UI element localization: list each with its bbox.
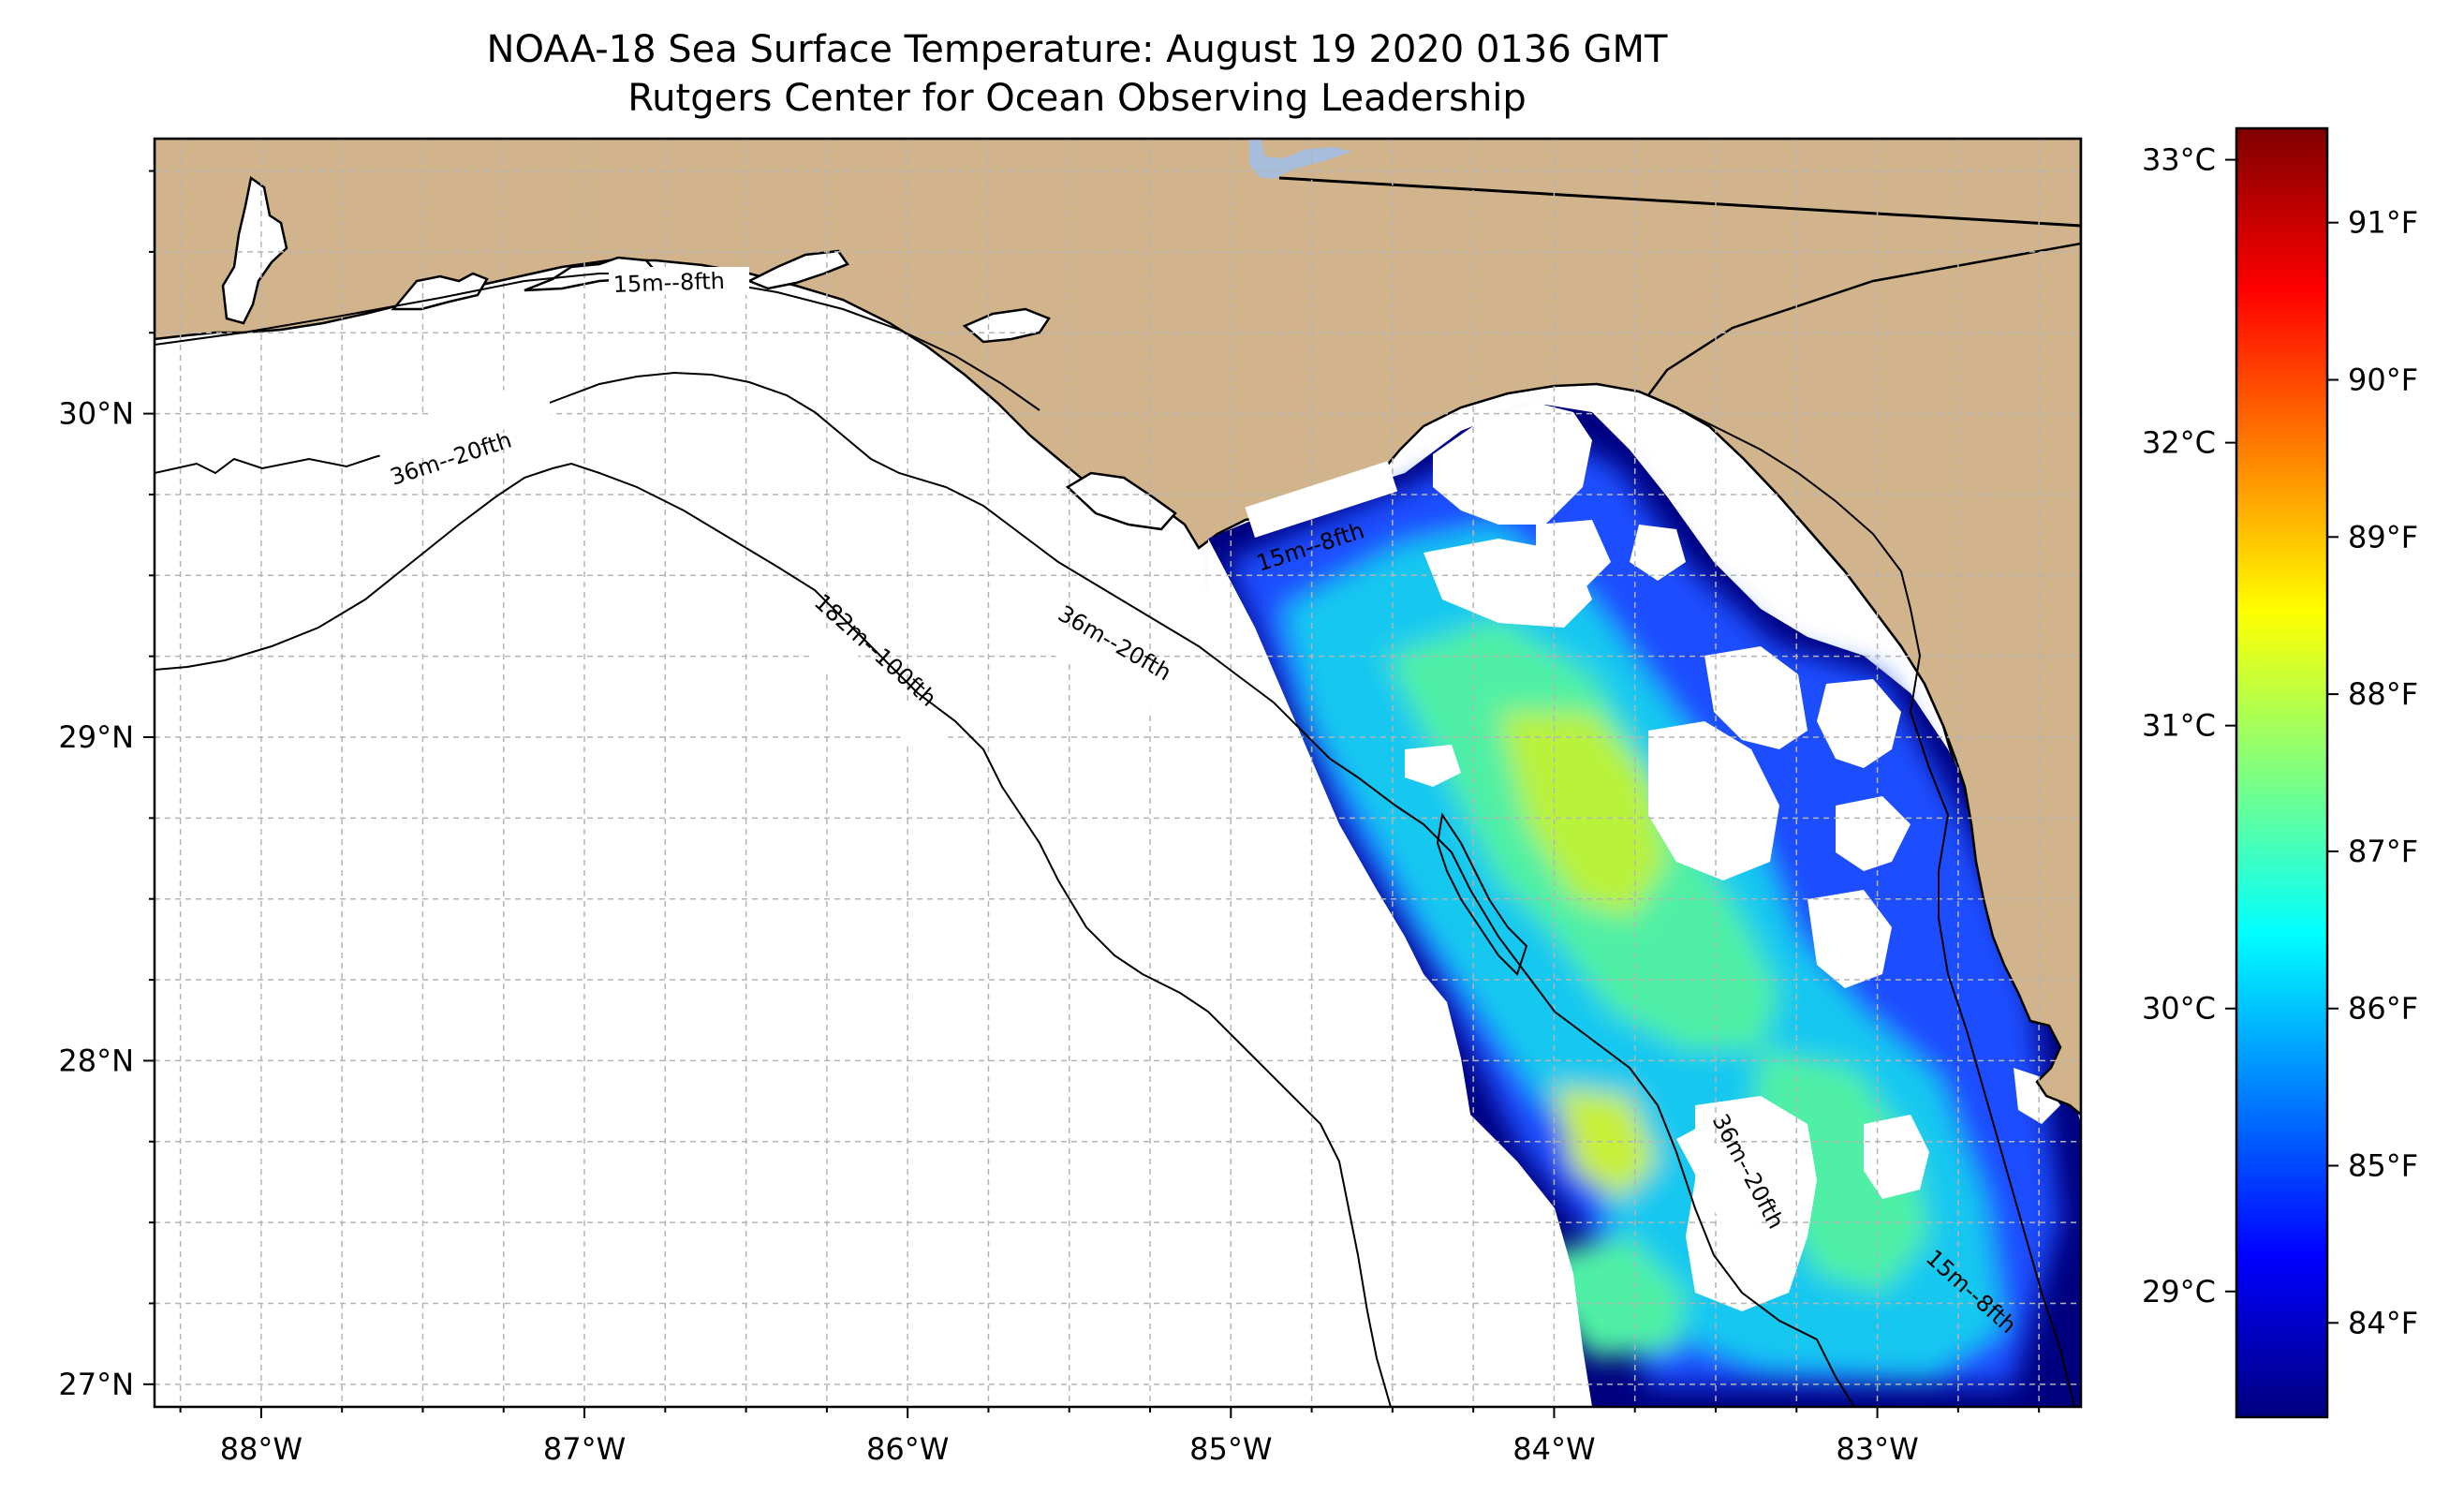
bathymetry-contours [155,273,2075,1407]
celsius-tick-label: 29°C [2142,1274,2216,1309]
fahrenheit-tick-label: 85°F [2348,1148,2418,1184]
x-tick-label: 86°W [866,1431,949,1467]
colorbar-gradient [2236,128,2327,1417]
x-tick-label: 83°W [1836,1431,1918,1467]
celsius-tick-label: 33°C [2142,142,2216,178]
fahrenheit-tick-label: 84°F [2348,1305,2418,1340]
x-tick-label: 87°W [543,1431,626,1467]
y-tick-label: 30°N [58,396,134,432]
fahrenheit-tick-label: 87°F [2348,834,2418,869]
contour-182m [155,462,1392,1407]
map-frame [153,137,2083,1409]
fahrenheit-tick-label: 91°F [2348,205,2418,241]
contour-15m-south [1647,394,2075,1407]
mobile-bay [221,175,288,325]
pensacola-bay [391,272,489,311]
fahrenheit-tick-label: 88°F [2348,676,2418,712]
contour-islands [1436,812,1528,976]
colorbar-celsius-ticks: 29°C 30°C 31°C 32°C 33°C [2142,142,2236,1309]
contour-label-15m-north: 15m--8fth [612,268,725,298]
map-title: NOAA-18 Sea Surface Temperature: August … [486,28,1668,71]
apalachicola-bay [962,307,1051,344]
state-boundary [1278,176,2081,228]
celsius-tick-label: 31°C [2142,708,2216,744]
x-tick-label: 88°W [220,1431,302,1467]
x-tick-label: 84°W [1512,1431,1595,1467]
colorbar: 29°C 30°C 31°C 32°C 33°C 84°F 85°F 86°F 87°F 88°… [2142,126,2418,1419]
fahrenheit-tick-label: 90°F [2348,362,2418,397]
celsius-tick-label: 30°C [2142,991,2216,1027]
apalachee-coast-bay [1065,471,1177,531]
y-tick-label: 28°N [58,1043,134,1078]
y-tick-label: 27°N [58,1367,134,1402]
graticule [155,139,2081,1407]
colorbar-fahrenheit-ticks: 84°F 85°F 86°F 87°F 88°F 89°F 90°F 91°F [2327,205,2418,1340]
st-andrew-bay [745,249,849,290]
celsius-tick-label: 32°C [2142,425,2216,461]
x-tick-label: 85°W [1189,1431,1272,1467]
fahrenheit-tick-label: 86°F [2348,991,2418,1027]
colorbar-frame [2235,126,2329,1419]
fahrenheit-tick-label: 89°F [2348,519,2418,555]
lake [1249,139,1352,180]
y-tick-label: 29°N [58,719,134,755]
latitude-axis: 27°N 28°N 29°N 30°N [58,170,155,1402]
longitude-axis: 88°W 87°W 86°W 85°W 84°W 83°W [179,1407,2041,1467]
map-subtitle: Rutgers Center for Ocean Observing Leade… [627,77,1527,120]
